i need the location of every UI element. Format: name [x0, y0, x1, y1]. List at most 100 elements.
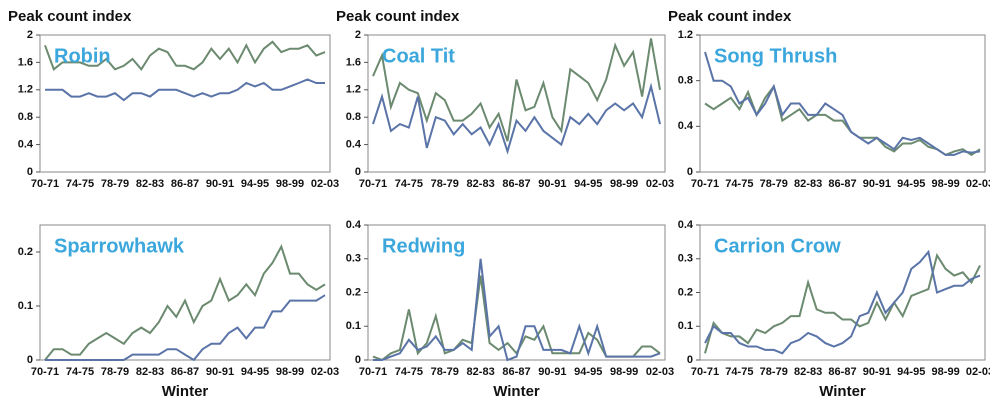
y-tick-label: 0.2	[678, 286, 693, 298]
y-tick-label: 0	[27, 166, 33, 178]
y-axis-title: Peak count index	[668, 8, 792, 25]
panel-title: Sparrowhawk	[54, 235, 185, 257]
y-tick-label: 0	[687, 354, 693, 366]
plot-frame	[367, 34, 666, 173]
y-tick-label: 0.1	[18, 300, 33, 312]
y-tick-label: 0.1	[678, 320, 693, 332]
x-tick-label: 82-83	[794, 366, 822, 378]
x-tick-label: 02-03	[311, 178, 339, 190]
x-tick-label: 78-79	[431, 366, 459, 378]
y-tick-label: 2	[355, 29, 361, 41]
panel-title: Robin	[54, 45, 111, 67]
x-tick-label: 02-03	[646, 178, 674, 190]
y-tick-label: 0.3	[678, 253, 693, 265]
x-tick-label: 90-91	[863, 178, 891, 190]
y-tick-label: 1.6	[346, 56, 361, 68]
x-tick-label: 82-83	[136, 366, 164, 378]
y-tick-label: 1.2	[346, 84, 361, 96]
x-tick-label: 78-79	[431, 178, 459, 190]
x-tick-label: 70-71	[359, 366, 387, 378]
y-tick-label: 1.6	[18, 56, 33, 68]
x-tick-label: 02-03	[966, 366, 990, 378]
x-tick-label: 94-95	[241, 178, 269, 190]
x-tick-label: 94-95	[897, 178, 925, 190]
y-tick-label: 2	[27, 29, 33, 41]
x-tick-label: 90-91	[206, 366, 234, 378]
x-tick-label: 82-83	[467, 178, 495, 190]
x-tick-label: 90-91	[538, 366, 566, 378]
x-tick-label: 74-75	[725, 366, 753, 378]
y-tick-label: 0	[687, 166, 693, 178]
x-tick-label: 98-99	[610, 178, 638, 190]
x-tick-label: 74-75	[395, 366, 423, 378]
x-tick-label: 94-95	[241, 366, 269, 378]
y-tick-label: 0.8	[346, 111, 361, 123]
x-tick-label: 82-83	[794, 178, 822, 190]
data-line	[704, 84, 981, 157]
x-tick-label: 86-87	[828, 178, 856, 190]
x-axis-title: Winter	[162, 383, 209, 400]
y-tick-label: 1.2	[678, 29, 693, 41]
x-tick-label: 90-91	[863, 366, 891, 378]
x-tick-label: 78-79	[101, 366, 129, 378]
x-tick-label: 98-99	[276, 366, 304, 378]
y-tick-label: 0.8	[18, 111, 33, 123]
y-tick-label: 1.2	[18, 84, 33, 96]
x-tick-label: 70-71	[31, 366, 59, 378]
y-tick-label: 0.4	[346, 139, 362, 151]
panel-title: Song Thrush	[714, 45, 837, 67]
x-tick-label: 82-83	[136, 178, 164, 190]
panel-title: Redwing	[382, 235, 465, 257]
y-tick-label: 0.1	[346, 320, 361, 332]
y-tick-label: 0.4	[678, 219, 694, 231]
x-tick-label: 70-71	[31, 178, 59, 190]
x-axis-title: Winter	[819, 383, 866, 400]
x-tick-label: 78-79	[101, 178, 129, 190]
y-tick-label: 0	[355, 166, 361, 178]
x-tick-label: 86-87	[171, 366, 199, 378]
x-tick-label: 90-91	[538, 178, 566, 190]
data-line	[44, 244, 326, 361]
y-tick-label: 0.4	[346, 219, 362, 231]
data-line	[45, 294, 326, 362]
data-line	[372, 38, 661, 142]
y-tick-label: 0	[27, 354, 33, 366]
x-tick-label: 86-87	[828, 366, 856, 378]
x-tick-label: 02-03	[646, 366, 674, 378]
x-tick-label: 86-87	[502, 366, 530, 378]
x-tick-label: 74-75	[66, 178, 94, 190]
x-tick-label: 90-91	[206, 178, 234, 190]
x-tick-label: 02-03	[966, 178, 990, 190]
y-tick-label: 0.8	[678, 75, 693, 87]
y-tick-label: 0.2	[346, 286, 361, 298]
data-line	[45, 78, 325, 102]
x-tick-label: 98-99	[932, 366, 960, 378]
data-line	[372, 82, 661, 155]
x-tick-label: 70-71	[691, 178, 719, 190]
x-tick-label: 74-75	[725, 178, 753, 190]
x-tick-label: 86-87	[171, 178, 199, 190]
data-line	[704, 252, 981, 354]
x-tick-label: 02-03	[311, 366, 339, 378]
y-tick-label: 0	[355, 354, 361, 366]
data-line	[373, 258, 661, 362]
x-tick-label: 94-95	[574, 366, 602, 378]
panel-title: Coal Tit	[382, 45, 455, 67]
data-line	[704, 51, 981, 156]
x-tick-label: 78-79	[760, 178, 788, 190]
data-line	[44, 40, 326, 71]
x-tick-label: 98-99	[276, 178, 304, 190]
x-tick-label: 82-83	[467, 366, 495, 378]
plot-frame	[39, 224, 331, 361]
y-tick-label: 0.3	[346, 253, 361, 265]
x-tick-label: 94-95	[897, 366, 925, 378]
x-tick-label: 78-79	[760, 366, 788, 378]
x-tick-label: 74-75	[66, 366, 94, 378]
plot-frame	[39, 34, 331, 173]
y-axis-title: Peak count index	[336, 8, 460, 25]
data-line	[704, 249, 981, 355]
x-tick-label: 74-75	[395, 178, 423, 190]
x-tick-label: 86-87	[502, 178, 530, 190]
x-tick-label: 98-99	[610, 366, 638, 378]
